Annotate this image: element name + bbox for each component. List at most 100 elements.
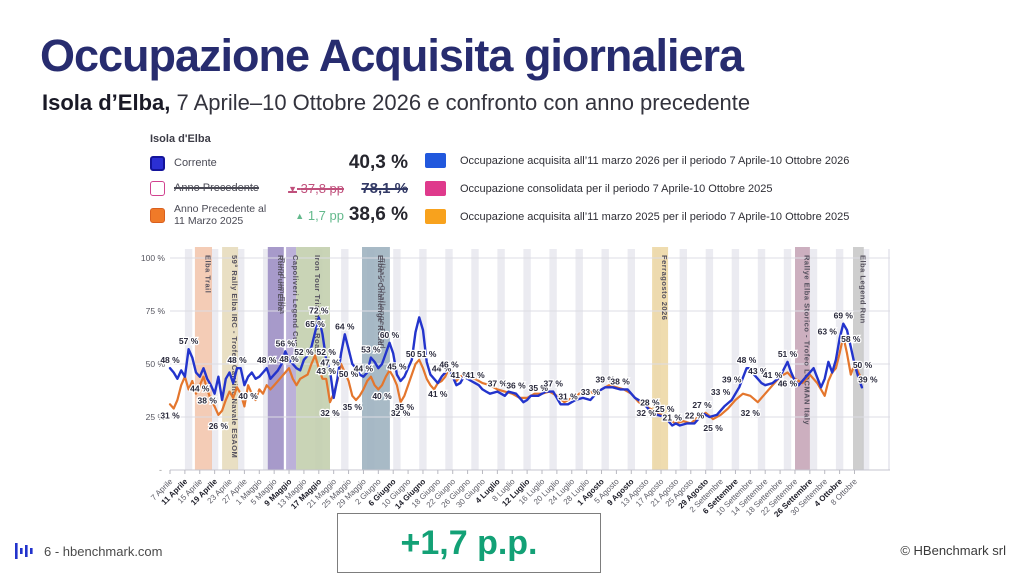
svg-text:50 %: 50 % [339, 369, 359, 379]
svg-text:37 %: 37 % [544, 379, 564, 389]
svg-text:-: - [159, 465, 162, 475]
svg-text:57 %: 57 % [179, 336, 199, 346]
svg-text:44 %: 44 % [354, 364, 374, 374]
legend-item-consolidata-2025: Occupazione consolidata per il periodo 7… [425, 181, 849, 196]
anno-precedente-al-swatch[interactable] [150, 207, 165, 223]
svg-text:46 %: 46 % [439, 360, 459, 370]
svg-text:60 %: 60 % [380, 330, 400, 340]
series-legend: Isola d'Elba Corrente 40,3 % Anno Preced… [150, 133, 410, 233]
svg-text:39 %: 39 % [722, 374, 742, 384]
svg-text:53 %: 53 % [361, 345, 381, 355]
svg-text:43 %: 43 % [317, 366, 337, 376]
svg-text:37 %: 37 % [488, 379, 508, 389]
pink-swatch [425, 181, 446, 196]
anno-precedente-al-label: Anno Precedente al 11 Marzo 2025 [174, 203, 267, 228]
svg-text:27 %: 27 % [692, 400, 712, 410]
svg-text:28 %: 28 % [640, 398, 660, 408]
svg-text:21 %: 21 % [663, 413, 683, 423]
legend-heading: Isola d'Elba [150, 133, 211, 145]
anno-precedente-delta: ▼ 37,8 pp [288, 181, 344, 196]
anno-precedente-al-value: 38,6 % [348, 204, 408, 226]
svg-text:25 %: 25 % [703, 423, 723, 433]
subtitle-location: Isola d’Elba, [42, 90, 171, 115]
svg-text:41 %: 41 % [428, 389, 448, 399]
svg-text:41 %: 41 % [451, 370, 471, 380]
svg-text:32 %: 32 % [637, 408, 657, 418]
svg-text:48 %: 48 % [279, 354, 299, 364]
svg-text:32 %: 32 % [320, 408, 340, 418]
svg-text:44 %: 44 % [190, 384, 210, 394]
svg-text:Elba Trail: Elba Trail [203, 255, 212, 293]
corrente-label: Corrente [174, 156, 217, 169]
svg-text:56 %: 56 % [276, 338, 296, 348]
anno-precedente-value: 78,1 % [361, 180, 408, 197]
triangle-up-icon: ▲ [295, 210, 305, 221]
svg-text:69 %: 69 % [834, 311, 854, 321]
svg-text:48 %: 48 % [227, 355, 247, 365]
svg-text:Elba Legend Run: Elba Legend Run [858, 255, 867, 324]
svg-text:48 %: 48 % [160, 355, 180, 365]
legend-row-anno-precedente-al[interactable]: Anno Precedente al 11 Marzo 2025 ▲ 1,7 pp… [150, 203, 410, 227]
corrente-value: 40,3 % [348, 152, 408, 173]
page-title: Occupazione Acquisita giornaliera [40, 30, 744, 81]
legend-row-anno-precedente[interactable]: Anno Precedente ▼ 37,8 pp 78,1 % [150, 180, 410, 197]
svg-text:35 %: 35 % [395, 402, 415, 412]
svg-text:33 %: 33 % [711, 387, 731, 397]
svg-text:48 %: 48 % [737, 355, 757, 365]
svg-text:65 %: 65 % [305, 319, 325, 329]
svg-text:38 %: 38 % [198, 395, 218, 405]
svg-text:33 %: 33 % [581, 387, 601, 397]
svg-text:39 %: 39 % [596, 374, 616, 384]
svg-text:26 %: 26 % [209, 421, 229, 431]
triangle-down-icon: ▼ [288, 184, 297, 194]
anno-precedente-label: Anno Precedente [174, 182, 260, 195]
svg-text:32 %: 32 % [391, 408, 411, 418]
footer-company: © HBenchmark srl [900, 543, 1006, 558]
legend-item-acquisita-2025: Occupazione acquisita all’11 marzo 2025 … [425, 209, 849, 224]
copyright-icon: © [900, 543, 910, 558]
svg-text:35 %: 35 % [343, 402, 363, 412]
svg-text:100 %: 100 % [141, 253, 166, 263]
corrente-swatch[interactable] [150, 155, 165, 171]
footer-left: 6 - hbenchmark.com [14, 540, 163, 562]
svg-text:25 %: 25 % [655, 404, 675, 414]
svg-text:Rund um Elba: Rund um Elba [278, 258, 287, 315]
svg-text:47 %: 47 % [320, 357, 340, 367]
svg-text:45 %: 45 % [387, 362, 407, 372]
svg-text:32 %: 32 % [741, 408, 761, 418]
svg-text:50 %: 50 % [853, 360, 873, 370]
period-legend: Occupazione acquisita all’11 marzo 2026 … [425, 153, 849, 237]
svg-text:25 %: 25 % [146, 412, 166, 422]
svg-text:22 %: 22 % [685, 410, 705, 420]
svg-text:41 %: 41 % [465, 370, 485, 380]
svg-text:Elba's Challenge Road: Elba's Challenge Road [378, 258, 387, 349]
delta-badge: +1,7 p.p. [337, 513, 601, 573]
svg-text:46 %: 46 % [778, 379, 798, 389]
footer-site[interactable]: 6 - hbenchmark.com [44, 543, 163, 559]
svg-text:52 %: 52 % [294, 347, 314, 357]
legend-row-corrente[interactable]: Corrente 40,3 % [150, 152, 410, 174]
anno-precedente-swatch[interactable] [150, 181, 165, 196]
svg-text:38 %: 38 % [610, 376, 630, 386]
svg-text:50 %: 50 % [146, 359, 166, 369]
svg-text:Iron Tour Triathlon Road: Iron Tour Triathlon Road [313, 255, 322, 354]
svg-text:31 %: 31 % [160, 410, 180, 420]
svg-text:58 %: 58 % [841, 334, 861, 344]
svg-text:40 %: 40 % [372, 391, 392, 401]
svg-text:64 %: 64 % [335, 321, 355, 331]
svg-text:63 %: 63 % [818, 326, 838, 336]
svg-text:41 %: 41 % [763, 370, 783, 380]
svg-text:52 %: 52 % [317, 347, 337, 357]
svg-text:Ferragosto 2026: Ferragosto 2026 [660, 255, 669, 320]
svg-text:59° Rally Elba IRC - Trofeo Ca: 59° Rally Elba IRC - Trofeo Cantine Nava… [230, 255, 239, 458]
anno-precedente-al-delta: ▲ 1,7 pp [295, 207, 344, 223]
svg-text:35 %: 35 % [529, 383, 549, 393]
orange-swatch [425, 209, 446, 224]
hbenchmark-logo-icon [15, 543, 33, 559]
svg-text:51 %: 51 % [778, 349, 798, 359]
svg-text:75 %: 75 % [146, 306, 166, 316]
svg-text:Capoliveri Legend Cup: Capoliveri Legend Cup [291, 255, 300, 347]
legend-item-acquisita-2026: Occupazione acquisita all’11 marzo 2026 … [425, 153, 849, 168]
